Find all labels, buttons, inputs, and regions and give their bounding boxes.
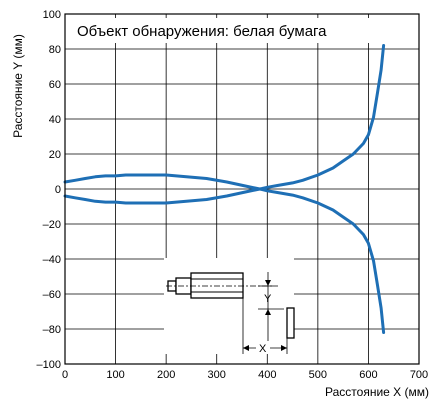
- grid-lines: [64, 13, 420, 365]
- x-tick-label: 0: [62, 369, 68, 381]
- chart-title: Объект обнаружения: белая бумага: [77, 23, 327, 40]
- sensor-inset-diagram: Y X: [164, 258, 295, 355]
- x-tick-label: 700: [410, 369, 428, 381]
- x-arrow-icon: [243, 345, 249, 351]
- y-arrow-icon: [265, 280, 271, 286]
- series-line-1: [63, 173, 386, 334]
- x-tick-label: 400: [258, 369, 276, 381]
- y-tick-label: –60: [43, 289, 61, 301]
- x-arrow-icon: [281, 345, 287, 351]
- y-tick-label: 60: [49, 79, 61, 91]
- x-tick-label: 200: [157, 369, 175, 381]
- target-object: [286, 307, 295, 339]
- x-tick-label: 100: [106, 369, 124, 381]
- y-tick-label: 80: [49, 44, 61, 56]
- series-group: [63, 44, 386, 334]
- tick-labels: 0 100 200 300 400 500 600 700 –100 –80 –60 –40 –20 0 2…: [37, 9, 429, 381]
- x-tick-label: 500: [309, 369, 327, 381]
- y-axis-title: Расстояние Y (мм): [11, 34, 25, 138]
- x-label-bg: [256, 341, 270, 354]
- y-tick-label: –100: [37, 359, 61, 371]
- y-tick-label: 20: [49, 149, 61, 161]
- y-tick-label: –40: [43, 254, 61, 266]
- inset-x-label: X: [259, 343, 267, 355]
- x-axis-title: Расстояние X (мм): [325, 385, 429, 399]
- y-tick-label: 100: [43, 9, 61, 21]
- title-background: [73, 18, 383, 43]
- y-tick-label: –20: [43, 219, 61, 231]
- x-tick-label: 300: [208, 369, 226, 381]
- y-arrow-icon: [265, 309, 271, 315]
- series-line-2: [63, 44, 386, 205]
- plot-frame: [64, 13, 420, 365]
- y-tick-label: –80: [43, 324, 61, 336]
- y-tick-label: 40: [49, 114, 61, 126]
- y-tick-label: 0: [55, 184, 61, 196]
- sensor-body: [190, 272, 244, 299]
- x-tick-label: 600: [359, 369, 377, 381]
- inset-y-label: Y: [264, 293, 272, 305]
